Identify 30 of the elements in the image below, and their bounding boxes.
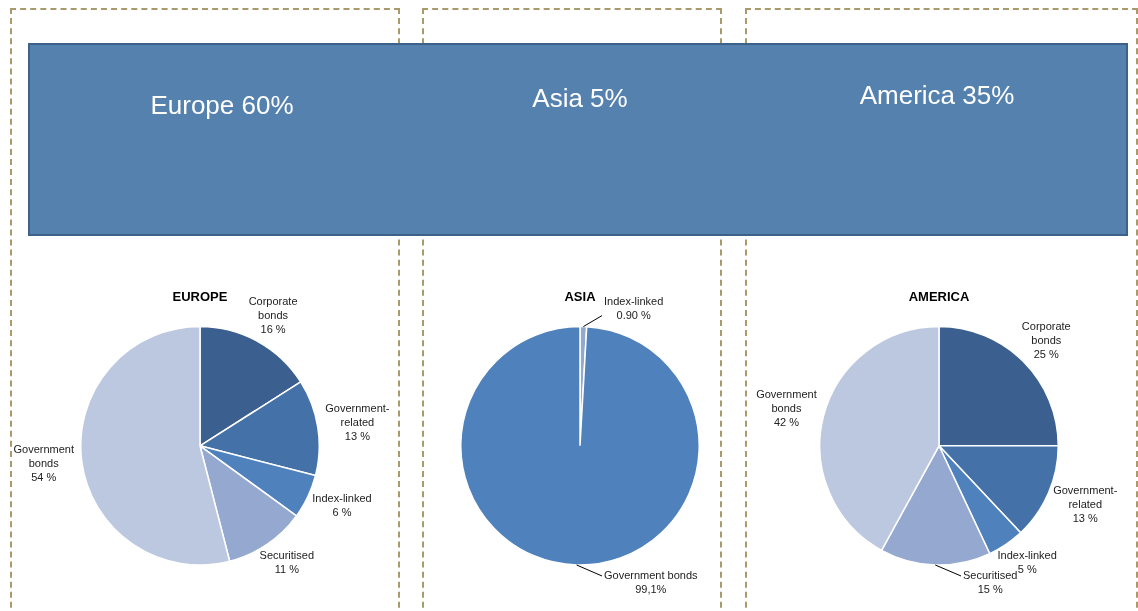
- slice-label: Index-linked: [603, 294, 664, 307]
- slice-label: Index-linked: [312, 491, 372, 504]
- data-label: 15 %: [977, 583, 1003, 596]
- text: America 35%: [858, 80, 1016, 111]
- text: Europe 60%: [149, 90, 295, 121]
- slice-label: Securitised: [259, 548, 315, 561]
- data-label: 0.90 %: [616, 308, 651, 321]
- slice-label: Government-related: [325, 401, 390, 428]
- slice-label: Government bonds: [604, 569, 699, 582]
- chart-title: AMERICA: [908, 289, 970, 305]
- data-label: 16 %: [260, 322, 286, 335]
- slice-label: Government-related: [1053, 483, 1118, 510]
- slice-label: Corporate bonds: [248, 294, 298, 321]
- chart-title: EUROPE: [172, 289, 228, 305]
- chart-title: ASIA: [564, 289, 597, 305]
- data-label: 6 %: [332, 505, 352, 518]
- data-label: 25 %: [1033, 348, 1060, 360]
- data-label: 99,1%: [635, 583, 667, 596]
- slice-label: Index-linked: [997, 548, 1057, 561]
- data-label: 13 %: [344, 429, 371, 442]
- data-label: 5 %: [1017, 562, 1037, 575]
- slice-label: Corporate bonds: [1021, 320, 1071, 346]
- text: Asia 5%: [531, 83, 629, 114]
- data-label: 42 %: [773, 415, 800, 428]
- data-label: 13 %: [1072, 511, 1098, 524]
- data-label: 11 %: [274, 562, 300, 575]
- data-label: 54 %: [31, 471, 57, 484]
- slice-label: Securitised: [963, 569, 1018, 582]
- slice-label: Government bonds: [13, 443, 74, 470]
- slice-label: Government bonds: [756, 387, 817, 414]
